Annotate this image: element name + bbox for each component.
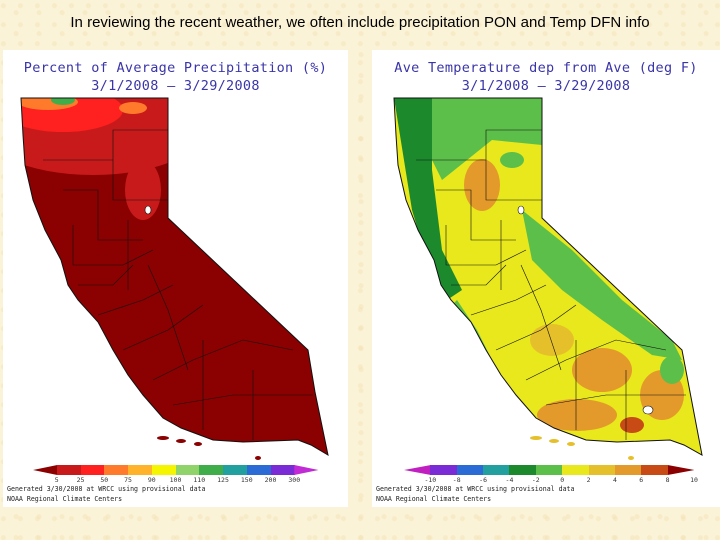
slide-title: In reviewing the recent weather, we ofte… — [70, 14, 650, 31]
temp-la-orange-zone — [537, 399, 617, 431]
precip-legend-tick-label: 100 — [169, 476, 182, 484]
temp-legend-tick-label: 8 — [665, 476, 670, 484]
temp-east-green-zone — [522, 210, 682, 360]
temp-legend-tick-label: -6 — [479, 476, 487, 484]
temp-legend-swatch — [641, 465, 669, 475]
temp-legend-swatch — [562, 465, 590, 475]
precip-north-orange-zone — [21, 98, 78, 110]
temp-legend-swatch — [667, 465, 695, 475]
channel-islands — [157, 436, 261, 460]
precip-legend-tick-label: 5 — [54, 476, 59, 484]
precip-legend-swatch — [199, 465, 224, 475]
precip-map-title: Percent of Average Precipitation (%) — [23, 60, 328, 76]
precip-legend-tick-label: 25 — [76, 476, 85, 484]
precip-legend-ticks: 5 25 50 75 90 100 110 125 150 200 300 — [33, 476, 318, 484]
precip-legend-swatch — [294, 465, 319, 475]
precip-northeast-zone — [125, 160, 161, 220]
temp-southern-orange-zone — [572, 348, 632, 392]
county-lines — [416, 129, 686, 440]
precip-color-legend — [33, 465, 319, 475]
temp-legend-swatch — [614, 465, 642, 475]
temp-legend-tick-label: -8 — [452, 476, 461, 484]
precip-legend-tick-label: 90 — [147, 476, 156, 484]
temp-legend-tick-label: -4 — [505, 476, 514, 484]
lake-tahoe — [517, 205, 525, 215]
precip-legend-swatch — [246, 465, 271, 475]
precip-legend-swatch — [270, 465, 295, 475]
precip-legend-tick-label: 75 — [124, 476, 132, 484]
temp-central-valley-zone — [530, 324, 574, 356]
precip-legend-swatch — [80, 465, 105, 475]
precip-legend-swatch — [33, 465, 58, 475]
precip-legend-swatch — [104, 465, 129, 475]
temp-map-title: Ave Temperature dep from Ave (deg F) — [394, 60, 698, 76]
precip-legend-tick-label: 150 — [240, 476, 253, 484]
salton-sea — [642, 405, 654, 415]
temp-hot-spot — [620, 417, 644, 433]
precipitation-map — [20, 97, 329, 460]
precip-credit-generated: Generated 3/30/2008 at WRCC using provis… — [7, 485, 206, 493]
precip-legend-swatch — [175, 465, 200, 475]
precip-ne-orange-spot — [119, 102, 147, 114]
temp-coast-dark-green-zone — [394, 98, 462, 300]
temp-legend-swatch — [456, 465, 484, 475]
precip-north-high-zone — [21, 98, 123, 132]
temp-credit-generated: Generated 3/30/2008 at WRCC using provis… — [376, 485, 575, 493]
precip-credit-source: NOAA Regional Climate Centers — [7, 495, 123, 503]
temp-desert-green-spot — [660, 356, 684, 384]
temperature-map-panel: Ave Temperature dep from Ave (deg F) 3/1… — [372, 50, 720, 507]
temp-legend-swatch — [588, 465, 616, 475]
temp-norcal-green-spot — [500, 152, 524, 168]
precip-north-green-spot — [51, 98, 75, 105]
temp-legend-tick-label: 6 — [639, 476, 644, 484]
precip-legend-swatch — [128, 465, 153, 475]
temp-map-date-range: 3/1/2008 – 3/29/2008 — [461, 78, 631, 94]
temp-credit-source: NOAA Regional Climate Centers — [376, 495, 492, 503]
temp-legend-swatch — [483, 465, 510, 475]
temp-legend-swatch — [430, 465, 458, 475]
temp-sacramento-orange-zone — [464, 159, 500, 211]
temp-legend-tick-label: -2 — [531, 476, 540, 484]
precip-legend-tick-label: 110 — [193, 476, 206, 484]
county-lines — [43, 129, 313, 440]
temp-legend-ticks: -10 -8 -6 -4 -2 0 2 4 6 8 10 — [404, 476, 697, 484]
precip-legend-tick-label: 125 — [217, 476, 229, 484]
channel-islands — [530, 436, 634, 460]
temp-north-green-zone — [432, 98, 542, 180]
precip-legend-tick-label: 200 — [264, 476, 277, 484]
precip-legend-swatch — [223, 465, 248, 475]
temp-legend-swatch — [535, 465, 563, 475]
temp-legend-tick-label: 0 — [560, 476, 565, 484]
temp-color-legend — [404, 465, 695, 475]
california-outline — [20, 97, 329, 457]
california-outline — [393, 97, 703, 456]
precip-legend-swatch — [56, 465, 81, 475]
precip-map-date-range: 3/1/2008 – 3/29/2008 — [91, 78, 260, 94]
precipitation-map-panel: Percent of Average Precipitation (%) 3/1… — [3, 50, 348, 507]
temp-legend-swatch — [404, 465, 431, 475]
temp-legend-tick-label: -10 — [424, 476, 437, 484]
temperature-map — [393, 97, 703, 460]
temp-legend-tick-label: 2 — [586, 476, 591, 484]
precip-legend-tick-label: 300 — [288, 476, 301, 484]
lake-tahoe — [144, 205, 152, 215]
precip-legend-swatch — [151, 465, 176, 475]
temp-legend-tick-label: 10 — [690, 476, 698, 484]
precip-legend-tick-label: 50 — [100, 476, 109, 484]
temp-legend-swatch — [509, 465, 537, 475]
temp-legend-tick-label: 4 — [612, 476, 617, 484]
